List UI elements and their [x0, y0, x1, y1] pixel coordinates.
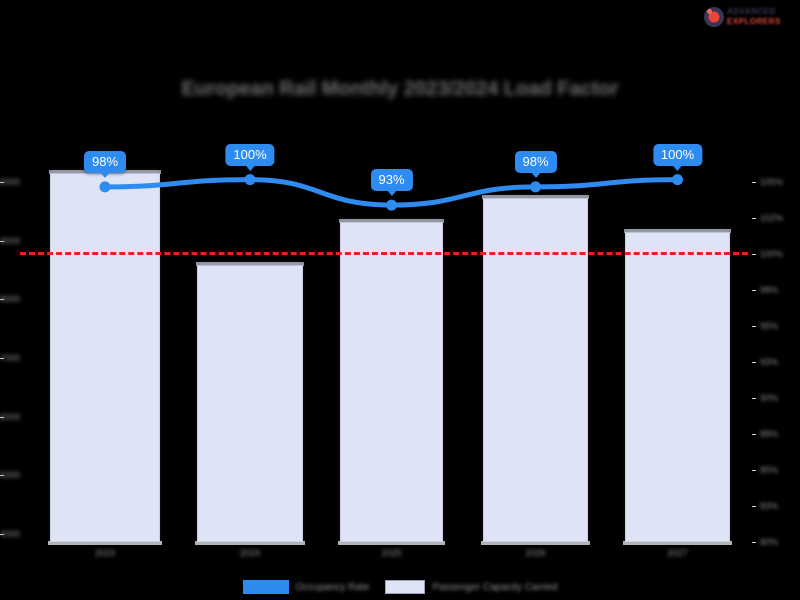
reference-line	[20, 252, 748, 255]
y-tick-label-left: 8000	[0, 294, 20, 305]
bar-foot	[481, 540, 590, 545]
bar-2027[interactable]	[623, 229, 732, 545]
y-axis-left: 10000 9000 8000 7000 6000 5000 4000	[0, 170, 26, 544]
y-tick-label-right: 83%	[760, 501, 779, 511]
y-axis-right: 105% 102% 100% 98% 95% 93% 90% 88% 85% 83% 80%	[752, 170, 800, 547]
x-label-2023: 2023	[94, 548, 116, 558]
data-label-2027: 100%	[652, 143, 703, 166]
y-tick-right	[752, 470, 756, 471]
y-tick-label-right: 100%	[760, 249, 784, 259]
y-tick-label-right: 85%	[760, 465, 779, 475]
bar-foot	[623, 540, 732, 545]
y-tick-label-right: 102%	[760, 213, 784, 223]
bar-cap	[482, 194, 589, 199]
y-tick-right	[752, 434, 756, 435]
line-marker-2027[interactable]	[672, 174, 683, 186]
y-tick-label-right: 88%	[760, 429, 779, 439]
y-tick-label-right: 105%	[760, 177, 784, 187]
bar-cap	[196, 262, 304, 267]
legend-swatch-line-icon	[242, 580, 289, 594]
y-tick-label-right: 80%	[760, 537, 779, 547]
legend-label-capacity: Passenger Capacity Carried	[432, 581, 558, 593]
bar-2025[interactable]	[338, 219, 445, 545]
y-tick-right	[752, 326, 756, 327]
bar-cap	[624, 229, 731, 234]
x-label-2026: 2026	[525, 548, 546, 558]
y-tick-label-left: 10000	[0, 177, 20, 187]
y-tick-label-right: 98%	[760, 285, 779, 295]
logo-mark-icon	[704, 7, 724, 27]
y-tick-right	[752, 218, 756, 219]
y-tick-label-right: 90%	[760, 393, 779, 403]
chart-title: European Rail Monthly 2023/2024 Load Fac…	[181, 78, 619, 100]
legend-swatch-bar-icon	[385, 580, 426, 594]
line-marker-2025[interactable]	[386, 199, 397, 211]
legend-item-occupancy[interactable]: Occupancy Rate	[242, 580, 370, 594]
y-tick-left	[0, 182, 4, 183]
y-tick-label-left: 9000	[0, 235, 20, 246]
chart-legend: Occupancy Rate Passenger Capacity Carrie…	[0, 580, 800, 594]
y-tick-right	[752, 290, 756, 291]
bar-2026[interactable]	[481, 194, 590, 545]
x-label-2025: 2025	[381, 548, 402, 558]
y-tick-label-left: 4000	[0, 529, 20, 539]
y-tick-label-left: 7000	[0, 353, 20, 363]
legend-label-occupancy: Occupancy Rate	[295, 581, 370, 593]
data-label-2024: 100%	[225, 143, 275, 166]
y-tick-right	[752, 182, 756, 183]
y-tick-left	[0, 534, 4, 535]
data-label-2023: 98%	[83, 150, 127, 173]
bar-foot	[48, 541, 162, 545]
data-label-2025: 93%	[370, 169, 413, 192]
y-tick-right	[752, 254, 756, 255]
bar-foot	[195, 541, 305, 545]
y-tick-left	[0, 299, 4, 301]
line-marker-2026[interactable]	[530, 181, 541, 193]
bar-2024[interactable]	[195, 262, 305, 545]
x-label-2024: 2024	[239, 548, 261, 558]
y-tick-right	[752, 506, 756, 507]
bar-2023[interactable]	[48, 170, 162, 545]
y-tick-label-right: 93%	[760, 357, 779, 367]
y-tick-left	[0, 416, 4, 418]
y-tick-right	[752, 398, 756, 399]
bar-foot	[338, 540, 445, 545]
data-label-2026: 98%	[514, 150, 557, 173]
y-tick-label-left: 6000	[0, 411, 20, 422]
line-marker-2024[interactable]	[244, 174, 256, 186]
bar-cap	[339, 219, 444, 224]
brand-logo: ADVANCED EXPLORERS	[704, 4, 792, 30]
y-tick-left	[0, 358, 4, 359]
x-label-2027: 2027	[667, 548, 688, 558]
logo-line-2: EXPLORERS	[727, 17, 781, 26]
y-tick-right	[752, 542, 756, 543]
y-tick-label-left: 5000	[0, 470, 20, 481]
y-tick-right	[752, 362, 756, 363]
y-tick-left	[0, 240, 4, 242]
logo-wordmark: ADVANCED EXPLORERS	[727, 8, 781, 26]
y-tick-left	[0, 475, 4, 477]
y-tick-label-right: 95%	[760, 321, 779, 331]
legend-item-capacity[interactable]: Passenger Capacity Carried	[385, 580, 558, 594]
logo-line-1: ADVANCED	[727, 7, 776, 16]
